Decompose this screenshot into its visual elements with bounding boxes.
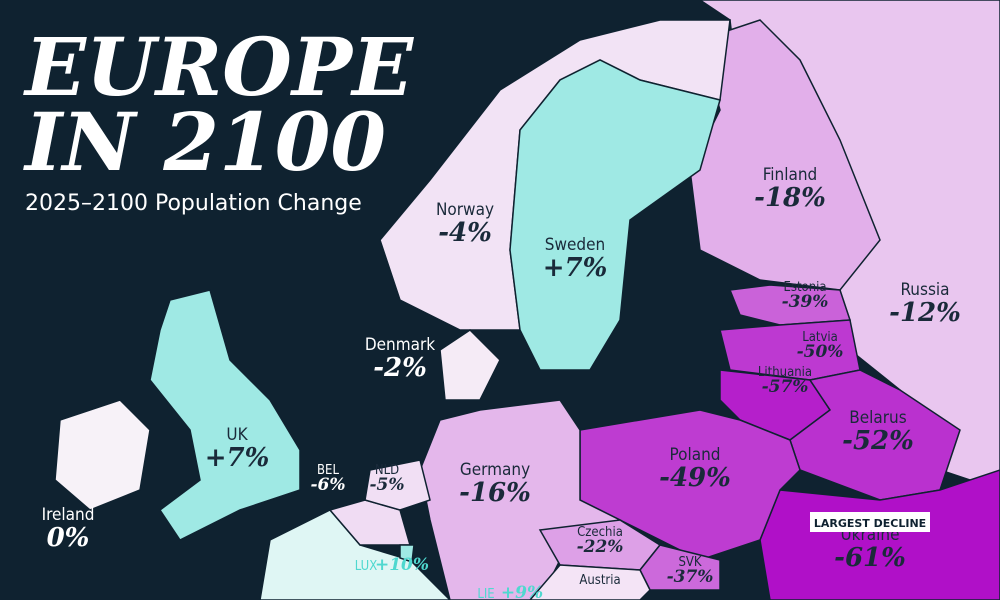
region-label: Germany-16% [459, 460, 531, 508]
region-label: Austria [579, 573, 620, 588]
region-change: +10% [375, 555, 429, 575]
region-name: NLD [375, 463, 399, 478]
region-label: Norway-4% [436, 200, 494, 248]
region-change: -16% [459, 478, 531, 508]
region-change: -18% [754, 183, 826, 213]
region-change: 0% [47, 523, 90, 553]
region-name: LIE [477, 587, 494, 600]
region-label: Sweden+7% [543, 235, 608, 283]
land [54, 0, 1000, 600]
region-name: Austria [579, 573, 620, 588]
region-change: +7% [205, 443, 270, 473]
region-label: BEL-6% [310, 463, 345, 495]
belgium [328, 499, 411, 546]
region-name: Denmark [365, 335, 435, 355]
region-label: Ukraine-61%LARGEST DECLINE [810, 512, 930, 573]
region-name: Ireland [42, 505, 95, 525]
region-change: -39% [782, 292, 829, 312]
region-change: -12% [889, 298, 961, 328]
region-change: -57% [762, 377, 809, 397]
region-label: LIE +9% [477, 583, 543, 600]
region-name: Germany [460, 460, 530, 480]
region-change: -5% [369, 475, 404, 495]
region-name: Poland [670, 445, 721, 465]
badge [810, 512, 930, 532]
region-name: Russia [900, 280, 949, 300]
title-line: EUROPE [23, 20, 414, 114]
badge-text: LARGEST DECLINE [814, 517, 926, 530]
ukraine [759, 469, 1000, 600]
luxembourg [399, 544, 415, 564]
netherlands [364, 459, 431, 511]
region-name: UK [226, 425, 248, 445]
region-name: SVK [678, 555, 701, 570]
uk [149, 289, 301, 541]
region-label: Lithuania-57% [758, 365, 812, 397]
region-label: Finland-18% [754, 165, 826, 213]
region-label: LUX+10% [355, 555, 429, 575]
region-label: NLD-5% [369, 463, 404, 495]
region-change: +7% [543, 253, 608, 283]
region-name: Estonia [783, 280, 826, 295]
ireland [54, 399, 151, 511]
region-change: -4% [438, 218, 492, 248]
region-name: Lithuania [758, 365, 812, 380]
title-line: IN 2100 [23, 95, 386, 189]
region-name: Norway [436, 200, 494, 220]
region-label: Russia-12% [889, 280, 961, 328]
region-name: Czechia [577, 525, 623, 540]
region-change: -2% [373, 353, 427, 383]
region-name: LUX [355, 559, 377, 574]
region-name: Finland [763, 165, 818, 185]
region-name: BEL [317, 463, 339, 478]
region-label: Poland-49% [659, 445, 731, 493]
region-change: -61% [834, 543, 906, 573]
denmark [439, 329, 501, 401]
region-change: -6% [310, 475, 345, 495]
sweden [509, 59, 721, 371]
region-name: Sweden [545, 235, 605, 255]
austria [529, 564, 651, 600]
region-name: Belarus [849, 408, 907, 428]
region-change: +9% [501, 583, 543, 600]
region-label: UK+7% [205, 425, 270, 473]
subtitle: 2025–2100 Population Change [25, 191, 362, 216]
region-label: Belarus-52% [842, 408, 914, 456]
region-change: -50% [797, 342, 844, 362]
region-change: -22% [577, 537, 624, 557]
labels: Norway-4% Sweden+7%Finland-18%Russia-12%E… [42, 165, 961, 600]
region-name: Latvia [802, 330, 838, 345]
title: EUROPE IN 2100 [23, 20, 414, 189]
region-change: -37% [667, 567, 714, 587]
region-label: SVK-37% [667, 555, 714, 587]
region-label: Latvia-50% [797, 330, 844, 362]
region-label: Denmark-2% [365, 335, 435, 383]
region-change: -52% [842, 426, 914, 456]
region-label: Estonia-39% [782, 280, 829, 312]
region-label: Czechia-22% [577, 525, 624, 557]
slovakia [639, 544, 721, 591]
region-change: -49% [659, 463, 731, 493]
